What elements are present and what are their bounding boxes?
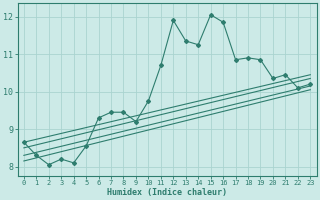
X-axis label: Humidex (Indice chaleur): Humidex (Indice chaleur) [107,188,227,197]
